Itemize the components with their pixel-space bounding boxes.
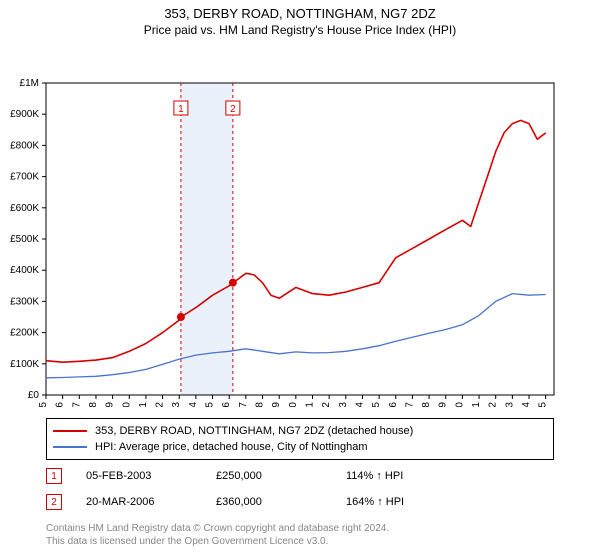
svg-text:2011: 2011 [304,402,315,407]
svg-text:2004: 2004 [188,402,199,407]
svg-text:£500K: £500K [10,234,39,245]
legend-swatch-hpi [53,446,87,448]
title-line1: 353, DERBY ROAD, NOTTINGHAM, NG7 2DZ [0,6,600,21]
svg-text:£300K: £300K [10,296,39,307]
svg-text:2023: 2023 [504,402,515,407]
disclaimer-line2: This data is licensed under the Open Gov… [46,535,554,548]
svg-text:2020: 2020 [454,402,465,407]
svg-text:2025: 2025 [538,402,549,407]
svg-text:2005: 2005 [205,402,216,407]
sale-row-2: 2 20-MAR-2006 £360,000 164% ↑ HPI [46,494,554,510]
svg-text:2018: 2018 [421,402,432,407]
sale-delta-1: 114% ↑ HPI [346,470,476,482]
legend-swatch-property [53,430,87,432]
svg-text:2024: 2024 [521,402,532,407]
svg-text:2016: 2016 [388,402,399,407]
svg-text:2012: 2012 [321,402,332,407]
svg-text:£800K: £800K [10,140,39,151]
titles: 353, DERBY ROAD, NOTTINGHAM, NG7 2DZ Pri… [0,0,600,37]
svg-text:£400K: £400K [10,265,39,276]
disclaimer: Contains HM Land Registry data © Crown c… [46,522,554,548]
svg-text:2015: 2015 [371,402,382,407]
svg-text:1997: 1997 [71,402,82,407]
svg-text:2014: 2014 [354,402,365,407]
svg-text:1996: 1996 [55,402,66,407]
legend-label-property: 353, DERBY ROAD, NOTTINGHAM, NG7 2DZ (de… [95,425,413,437]
sale-price-1: £250,000 [216,470,346,482]
sale-price-2: £360,000 [216,496,346,508]
svg-text:1: 1 [178,104,184,115]
svg-text:£1M: £1M [20,78,39,89]
svg-text:1995: 1995 [38,402,49,407]
sale-date-2: 20-MAR-2006 [86,496,216,508]
svg-text:2: 2 [230,104,236,115]
svg-text:2002: 2002 [155,402,166,407]
svg-text:£0: £0 [28,390,40,401]
svg-text:2010: 2010 [288,402,299,407]
svg-text:2022: 2022 [488,402,499,407]
svg-text:2021: 2021 [471,402,482,407]
chart-svg: £0 £100K £200K £300K £400K £500K £600K £700K £80… [0,37,600,407]
svg-text:2008: 2008 [255,402,266,407]
svg-text:1999: 1999 [105,402,116,407]
svg-text:£900K: £900K [10,109,39,120]
svg-text:2000: 2000 [121,402,132,407]
disclaimer-line1: Contains HM Land Registry data © Crown c… [46,522,554,535]
svg-text:2017: 2017 [404,402,415,407]
svg-text:2019: 2019 [438,402,449,407]
legend-box: 353, DERBY ROAD, NOTTINGHAM, NG7 2DZ (de… [46,418,554,460]
svg-text:2001: 2001 [138,402,149,407]
sale-delta-2: 164% ↑ HPI [346,496,476,508]
title-line2: Price paid vs. HM Land Registry's House … [0,23,600,37]
chart-container: 353, DERBY ROAD, NOTTINGHAM, NG7 2DZ Pri… [0,0,600,560]
svg-text:2003: 2003 [171,402,182,407]
sale-marker-1: 1 [46,468,62,484]
svg-text:2006: 2006 [221,402,232,407]
sale-date-1: 05-FEB-2003 [86,470,216,482]
legend-row-property: 353, DERBY ROAD, NOTTINGHAM, NG7 2DZ (de… [53,423,547,439]
svg-text:2009: 2009 [271,402,282,407]
svg-text:1998: 1998 [88,402,99,407]
legend-row-hpi: HPI: Average price, detached house, City… [53,439,547,455]
svg-text:2007: 2007 [238,402,249,407]
legend-label-hpi: HPI: Average price, detached house, City… [95,441,368,453]
svg-text:£700K: £700K [10,172,39,183]
sale-marker-2: 2 [46,494,62,510]
svg-text:£100K: £100K [10,359,39,370]
svg-text:2013: 2013 [338,402,349,407]
svg-text:£600K: £600K [10,203,39,214]
svg-text:£200K: £200K [10,328,39,339]
sale-row-1: 1 05-FEB-2003 £250,000 114% ↑ HPI [46,468,554,484]
